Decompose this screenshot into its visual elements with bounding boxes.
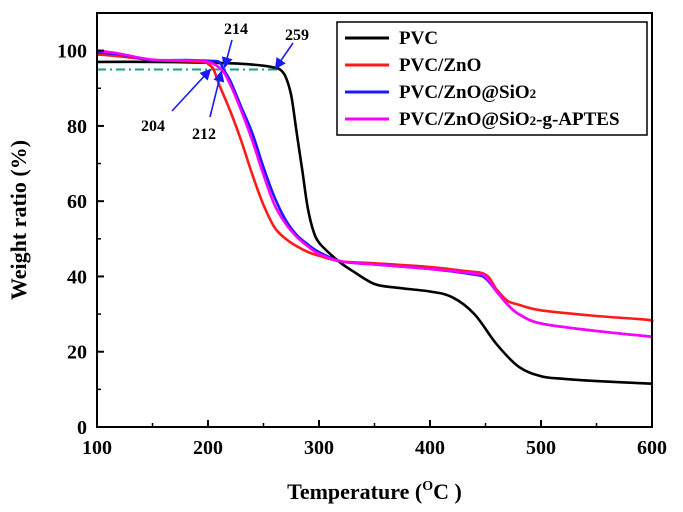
annotation-label-214: 214 — [224, 21, 248, 38]
x-tick-label: 100 — [82, 437, 112, 459]
y-tick-label: 20 — [67, 342, 87, 364]
annotation-label-212: 212 — [192, 126, 216, 143]
annotation-label-259: 259 — [285, 27, 309, 44]
legend-label-pvc-zno-sio2: PVC/ZnO@SiO2 — [399, 82, 536, 103]
series-layer — [96, 49, 654, 385]
tick-layer: 100 200 300 400 500 600 0 20 40 60 80 100 — [57, 41, 667, 459]
y-tick-label: 40 — [67, 266, 87, 288]
legend: PVC PVC/ZnO PVC/ZnO@SiO2 PVC/ZnO@SiO2-g-APT… — [336, 21, 648, 136]
series-line-pvc — [96, 60, 653, 385]
x-axis-title: Temperature (OC ) — [287, 479, 462, 504]
y-tick-label: 60 — [67, 191, 87, 213]
annotation-layer: 204 212 214 259 — [141, 21, 309, 143]
series-line-pvc-zno — [96, 53, 654, 323]
y-axis-title: Weight ratio (%) — [6, 140, 31, 300]
x-tick-label: 400 — [415, 437, 445, 459]
x-tick-label: 300 — [304, 437, 334, 459]
series-line-pvc-zno-sio2-g-aptes — [96, 49, 653, 338]
annotation-arrow-212 — [209, 70, 225, 118]
y-tick-label: 0 — [77, 417, 87, 439]
annotation-arrow-204 — [171, 68, 212, 112]
annotation-arrow-214 — [221, 39, 233, 69]
x-tick-label: 600 — [637, 437, 667, 459]
y-tick-label: 100 — [57, 41, 87, 63]
legend-label-pvc-zno-sio2-g-aptes: PVC/ZnO@SiO2-g-APTES — [399, 109, 620, 130]
legend-box — [336, 21, 648, 136]
y-tick-label: 80 — [67, 116, 87, 138]
x-tick-label: 200 — [193, 437, 223, 459]
annotation-label-204: 204 — [141, 118, 165, 135]
annotation-arrow-259 — [274, 42, 294, 70]
legend-label-pvc-zno: PVC/ZnO — [399, 55, 481, 76]
legend-label-pvc: PVC — [399, 28, 438, 49]
x-tick-label: 500 — [526, 437, 556, 459]
